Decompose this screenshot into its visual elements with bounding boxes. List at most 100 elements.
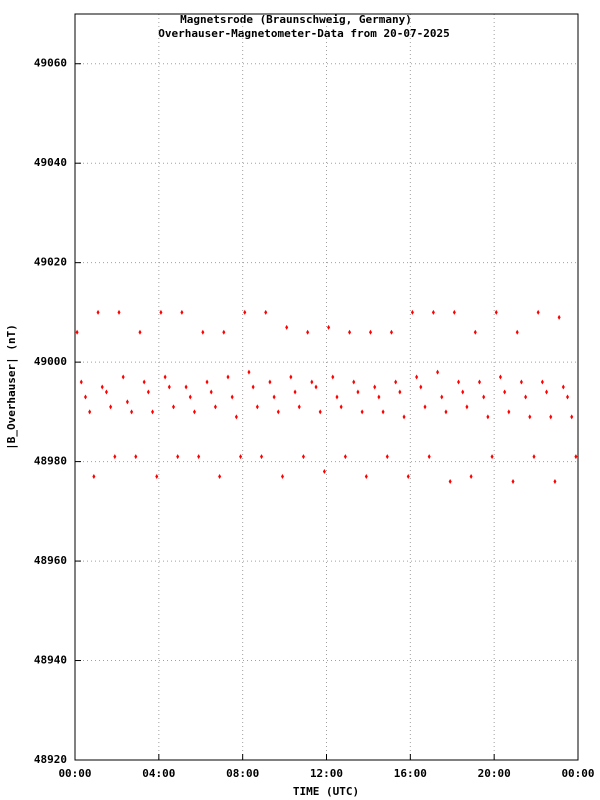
data-point [444, 409, 448, 415]
data-point [436, 369, 440, 375]
data-point [251, 384, 255, 390]
data-point [360, 409, 364, 415]
data-point [431, 309, 435, 315]
x-tick-label: 08:00 [226, 767, 259, 780]
data-point [146, 389, 150, 395]
data-point [260, 454, 264, 460]
data-point [151, 409, 155, 415]
data-point [557, 314, 561, 320]
data-point [477, 379, 481, 385]
data-point [192, 409, 196, 415]
data-point [218, 474, 222, 480]
data-point [100, 384, 104, 390]
data-point [352, 379, 356, 385]
plot-frame [74, 13, 579, 761]
data-point [515, 329, 519, 335]
data-point [289, 374, 293, 380]
data-point [348, 329, 352, 335]
data-point [155, 474, 159, 480]
data-point [369, 329, 373, 335]
data-point [209, 389, 213, 395]
data-point [75, 329, 79, 335]
data-point [545, 389, 549, 395]
x-tick-label: 00:00 [561, 767, 594, 780]
y-tick-label: 48940 [34, 654, 67, 667]
x-tick-label: 04:00 [142, 767, 175, 780]
y-tick-label: 48960 [34, 554, 67, 567]
data-point [255, 404, 259, 410]
data-point [532, 454, 536, 460]
data-point [331, 374, 335, 380]
data-point [96, 309, 100, 315]
data-point [465, 404, 469, 410]
data-point [297, 404, 301, 410]
data-point [222, 329, 226, 335]
data-point [272, 394, 276, 400]
data-point [327, 324, 331, 330]
data-point [540, 379, 544, 385]
data-point [486, 414, 490, 420]
data-point [570, 414, 574, 420]
data-point [125, 399, 129, 405]
data-point [394, 379, 398, 385]
data-point [201, 329, 205, 335]
data-point [226, 374, 230, 380]
y-tick-label: 49000 [34, 355, 67, 368]
data-point [511, 478, 515, 484]
data-point [549, 414, 553, 420]
data-point [524, 394, 528, 400]
data-point [293, 389, 297, 395]
data-point [427, 454, 431, 460]
data-point [528, 414, 532, 420]
x-tick-label: 12:00 [310, 767, 343, 780]
data-point [104, 389, 108, 395]
data-point [121, 374, 125, 380]
data-point [142, 379, 146, 385]
y-axis-label: |B_Overhauser| (nT) [5, 324, 18, 450]
data-point [276, 409, 280, 415]
y-tick-label: 49020 [34, 256, 67, 269]
data-point [343, 454, 347, 460]
data-point [574, 454, 578, 460]
data-point [490, 454, 494, 460]
data-point [410, 309, 414, 315]
data-point [130, 409, 134, 415]
data-point [197, 454, 201, 460]
data-point [180, 309, 184, 315]
data-point [159, 309, 163, 315]
data-point [176, 454, 180, 460]
data-point [188, 394, 192, 400]
data-point [385, 454, 389, 460]
x-axis-label: TIME (UTC) [293, 785, 359, 798]
data-point [364, 474, 368, 480]
data-point [301, 454, 305, 460]
data-point [339, 404, 343, 410]
y-tick-label: 48920 [34, 753, 67, 766]
data-point [473, 329, 477, 335]
data-point [503, 389, 507, 395]
data-point [457, 379, 461, 385]
data-point [566, 394, 570, 400]
chart-subtitle: Overhauser-Magnetometer-Data from 20-07-… [158, 27, 449, 40]
data-point [79, 379, 83, 385]
x-tick-label: 20:00 [478, 767, 511, 780]
data-point [310, 379, 314, 385]
data-point [482, 394, 486, 400]
data-point [247, 369, 251, 375]
data-point [402, 414, 406, 420]
data-point [92, 474, 96, 480]
data-point [280, 474, 284, 480]
data-point [306, 329, 310, 335]
data-point [83, 394, 87, 400]
data-point [498, 374, 502, 380]
data-point [314, 384, 318, 390]
data-point [109, 404, 113, 410]
data-point [138, 329, 142, 335]
data-point [167, 384, 171, 390]
data-point [322, 469, 326, 475]
data-point [448, 478, 452, 484]
data-point [113, 454, 117, 460]
data-point [230, 394, 234, 400]
